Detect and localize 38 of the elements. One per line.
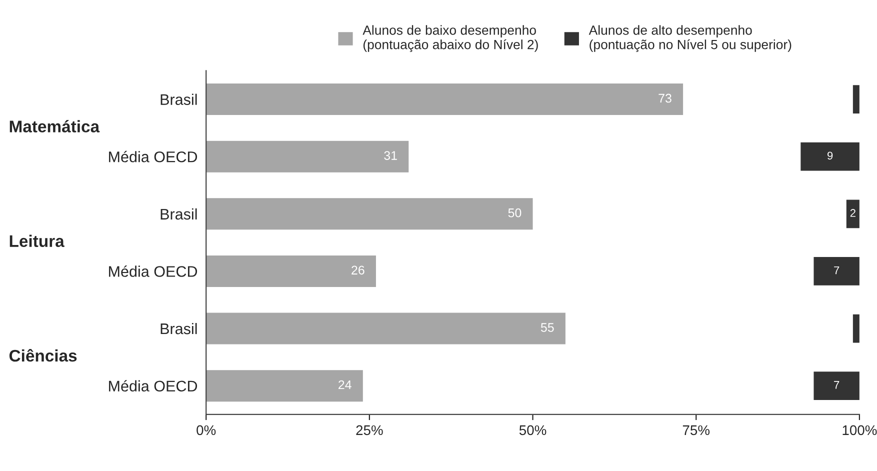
y-tick-label: Média OECD — [109, 150, 198, 162]
data-label: 55 — [540, 323, 554, 332]
y-tick-label: Brasil — [160, 322, 197, 334]
text: Leitura — [10, 234, 64, 248]
bar — [852, 85, 860, 114]
data-label: 9 — [827, 152, 833, 160]
data-label: 73 — [658, 94, 672, 103]
y-tick-label: Brasil — [160, 208, 197, 220]
bar — [206, 198, 533, 230]
y-tick-label: Brasil — [160, 94, 197, 105]
bar — [800, 142, 860, 171]
y-tick-label: Média OECD — [109, 380, 198, 392]
data-label: 7 — [834, 266, 840, 274]
bar — [846, 200, 860, 228]
legend-label: Alunos de alto desempenho (pontuação no Nível 5 ou superior) — [588, 25, 792, 52]
text: Ciências — [9, 349, 77, 362]
x-tick-label: 50% — [519, 425, 546, 436]
x-tick-label: 25% — [356, 425, 383, 436]
x-tick-label: 100% — [842, 425, 877, 436]
bar — [206, 255, 376, 287]
bar — [206, 370, 363, 402]
y-tick-label: Média OECD — [109, 266, 198, 277]
bar — [814, 257, 860, 286]
text: Matemática — [10, 120, 100, 132]
bar — [206, 140, 409, 172]
bar — [206, 84, 684, 116]
data-label: 31 — [384, 151, 397, 160]
data-label: 26 — [352, 266, 364, 275]
data-label: 7 — [834, 381, 840, 389]
data-label: 50 — [508, 208, 522, 218]
data-label: 24 — [338, 380, 352, 390]
x-tick-label: 0% — [196, 425, 216, 436]
legend-label: Alunos de baixo desempenho (pontuação abaixo do Nível 2) — [362, 25, 538, 52]
bar — [206, 312, 566, 344]
data-label: 2 — [850, 209, 856, 217]
bar — [852, 314, 860, 343]
bar — [814, 372, 860, 400]
x-tick-label: 75% — [682, 425, 710, 436]
